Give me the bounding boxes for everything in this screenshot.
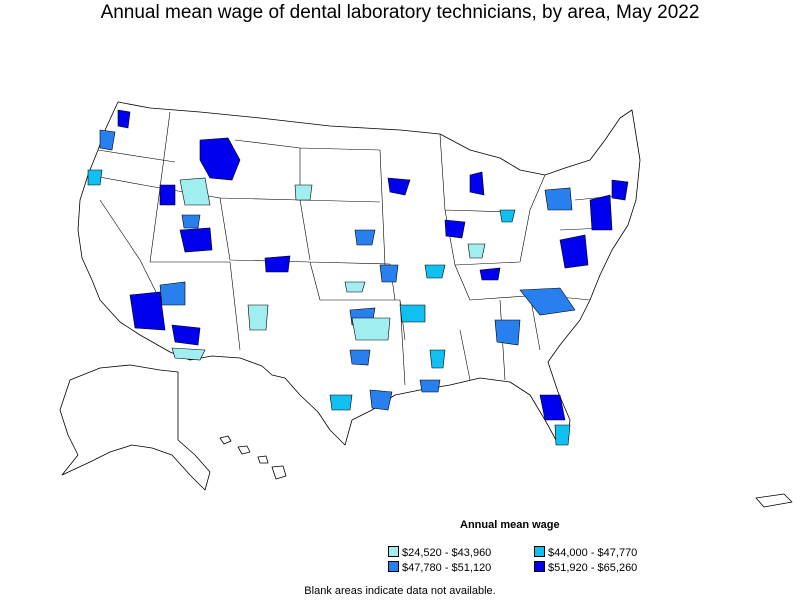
legend-swatch [388, 561, 399, 572]
puerto-rico-outline [755, 493, 793, 508]
legend-item-lower-mid: $44,000 - $47,770 [534, 546, 637, 559]
legend-swatch [534, 561, 545, 572]
regions-lower-mid-wage [87, 169, 571, 446]
map-title: Annual mean wage of dental laboratory te… [100, 2, 700, 23]
legend-label: $44,000 - $47,770 [548, 547, 638, 559]
legend-swatch [534, 546, 545, 557]
regions-upper-mid-wage [99, 129, 576, 411]
legend-item-upper-mid: $47,780 - $51,120 [388, 561, 491, 574]
legend-swatch [388, 546, 399, 557]
legend-label: $51,920 - $65,260 [548, 562, 638, 574]
legend-label: $24,520 - $43,960 [402, 547, 492, 559]
legend-label: $47,780 - $51,120 [402, 562, 492, 574]
regions-highest-wage [117, 109, 629, 421]
legend-item-highest: $51,920 - $65,260 [534, 561, 637, 574]
footnote: Blank areas indicate data not available. [304, 585, 496, 597]
regions-lowest-wage [171, 177, 486, 361]
alaska-outline [59, 364, 211, 491]
hawaii-outline [219, 435, 287, 480]
legend-item-lowest: $24,520 - $43,960 [388, 546, 491, 559]
legend-title: Annual mean wage [460, 519, 560, 531]
contiguous-us-outline [77, 101, 641, 446]
